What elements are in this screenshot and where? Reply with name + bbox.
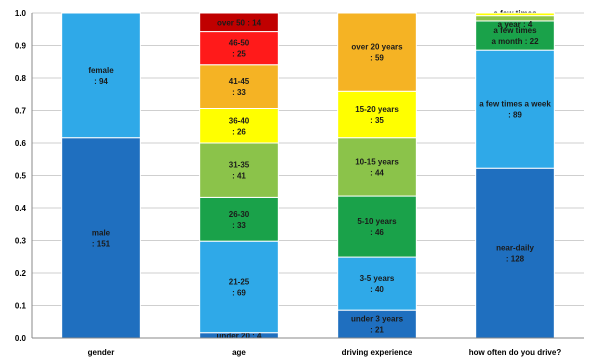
bar-segment (475, 167, 555, 339)
y-tick-label: 1.0 (15, 9, 27, 18)
segment-label: : 33 (232, 88, 246, 97)
x-category-label: gender (88, 348, 115, 357)
segment-label: : 26 (232, 127, 246, 136)
segment-label: : 44 (370, 168, 384, 177)
y-tick-label: 0.8 (15, 74, 27, 83)
segment-label: under 20 : 4 (217, 331, 262, 340)
bar-segment (337, 195, 417, 258)
bar-segment (199, 31, 279, 66)
segment-label: a month : 22 (491, 37, 539, 46)
bar-segment (61, 12, 141, 139)
segment-label: : 40 (370, 285, 384, 294)
bar-segment (199, 64, 279, 110)
x-category-label: driving experience (342, 348, 413, 357)
y-axis: 0.0 0.1 0.2 0.3 0.4 0.5 0.6 0.7 0.8 0.9 1.0 (15, 9, 33, 343)
y-tick-label: 0.9 (15, 42, 27, 51)
bar-segment (475, 49, 555, 169)
bar-segment (199, 240, 279, 334)
y-tick-label: 0.1 (15, 302, 27, 311)
bar-segment (337, 12, 417, 92)
segment-label: near-daily (496, 244, 534, 253)
y-tick-label: 0.4 (15, 204, 27, 213)
segment-label: 15-20 years (355, 105, 399, 114)
bar-gender: male : 151 female : 94 (61, 12, 141, 339)
segment-label: a few times (493, 26, 537, 35)
x-category-label: how often do you drive? (469, 348, 562, 357)
segment-label: : 89 (508, 111, 522, 120)
segment-label: 26-30 (229, 210, 250, 219)
bar-age: under 20 : 4 21-25 : 69 26-30 : 33 31-35 : 41 3… (199, 12, 279, 340)
segment-label: : 35 (370, 116, 384, 125)
segment-label: male (92, 228, 111, 237)
bars: male : 151 female : 94 under 20 : 4 21-25 : 69… (61, 9, 555, 340)
x-category-label: age (232, 348, 246, 357)
bar-segment (199, 142, 279, 198)
segment-label: : 25 (232, 50, 246, 59)
segment-label: under 3 years (351, 315, 404, 324)
y-tick-label: 0.2 (15, 269, 27, 278)
y-tick-label: 0.0 (15, 334, 27, 343)
segment-label: : 69 (232, 288, 246, 297)
x-axis: gender age driving experience how often do … (32, 337, 584, 357)
y-tick-label: 0.6 (15, 139, 27, 148)
bar-segment (337, 256, 417, 311)
y-tick-label: 0.5 (15, 172, 27, 181)
bar-segment (61, 137, 141, 339)
bar-segment (475, 12, 555, 17)
segment-label: 46-50 (229, 39, 250, 48)
segment-label: 3-5 years (360, 274, 395, 283)
segment-label: female (88, 66, 114, 75)
segment-label: over 50 : 14 (217, 18, 262, 27)
bar-segment (475, 20, 555, 51)
bar-how-often-do-you-drive-: near-daily : 128 a few times a week : 89 a f… (475, 9, 555, 339)
segment-label: : 46 (370, 228, 384, 237)
segment-label: : 21 (370, 326, 384, 335)
bar-driving-experience: under 3 years : 21 3-5 years : 40 5-10 years… (337, 12, 417, 339)
segment-label: : 94 (94, 77, 108, 86)
segment-label: : 41 (232, 172, 246, 181)
segment-label: : 59 (370, 54, 384, 63)
bar-segment (199, 12, 279, 33)
bar-segment (199, 196, 279, 242)
segment-label: a few times a week (479, 100, 551, 109)
bar-segment (337, 309, 417, 339)
bar-segment (199, 108, 279, 144)
segment-label: over 20 years (351, 43, 403, 52)
bar-segment (337, 137, 417, 197)
segment-label: : 151 (92, 239, 111, 248)
segment-label: 36-40 (229, 116, 250, 125)
segment-label: 5-10 years (357, 217, 397, 226)
segment-label: 10-15 years (355, 157, 399, 166)
segment-label: 21-25 (229, 277, 250, 286)
segment-label: 41-45 (229, 77, 250, 86)
segment-label: : 128 (506, 255, 525, 264)
segment-label: : 33 (232, 221, 246, 230)
segment-label: a year : 4 (498, 20, 533, 29)
y-tick-label: 0.3 (15, 237, 27, 246)
y-tick-label: 0.7 (15, 107, 27, 116)
segment-label: 31-35 (229, 161, 250, 170)
bar-segment (337, 90, 417, 139)
